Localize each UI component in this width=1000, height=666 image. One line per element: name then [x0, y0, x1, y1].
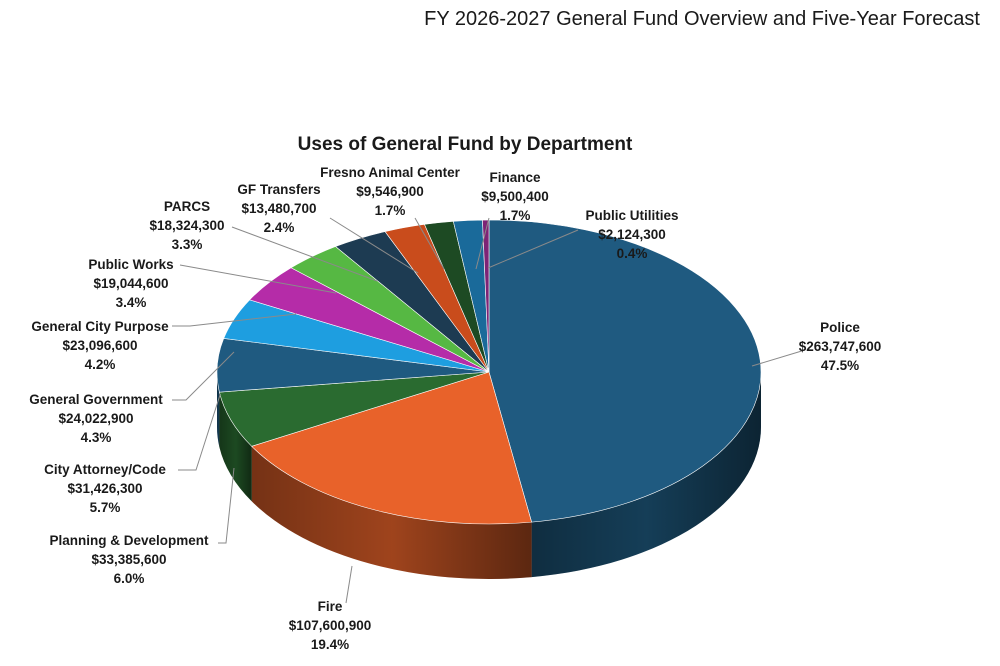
- slice-label: Planning & Development: [49, 533, 209, 548]
- leader-line-7: [231, 226, 378, 282]
- leader-line-5: [172, 313, 297, 327]
- slice-percent: 1.7%: [500, 208, 531, 223]
- slice-percent: 4.2%: [85, 357, 116, 372]
- slice-percent: 47.5%: [821, 358, 859, 373]
- slice-label: Finance: [489, 170, 541, 185]
- slice-percent: 5.7%: [90, 500, 121, 515]
- leader-line-9: [414, 217, 445, 270]
- pie-sides: [217, 372, 761, 579]
- leader-line-1: [345, 565, 353, 604]
- slice-label: Police: [820, 320, 860, 335]
- slice-amount: $9,546,900: [356, 184, 424, 199]
- slice-amount: $263,747,600: [799, 339, 882, 354]
- slice-percent: 2.4%: [264, 220, 295, 235]
- slice-label: General Government: [29, 392, 163, 407]
- slice-amount: $13,480,700: [241, 201, 316, 216]
- leader-line-8: [329, 217, 419, 274]
- leader-line-4: [172, 351, 235, 401]
- slice-percent: 1.7%: [375, 203, 406, 218]
- slice-label: PARCS: [164, 199, 210, 214]
- leader-line-3: [178, 394, 221, 471]
- slice-amount: $23,096,600: [62, 338, 137, 353]
- slice-percent: 3.4%: [116, 295, 147, 310]
- leader-line-11: [487, 229, 579, 269]
- slice-label: Fire: [318, 599, 343, 614]
- slice-percent: 19.4%: [311, 637, 349, 652]
- slice-amount: $19,044,600: [93, 276, 168, 291]
- slice-fire: [251, 371, 532, 525]
- leader-line-6: [179, 264, 337, 294]
- slice-label: General City Purpose: [31, 319, 169, 334]
- slice-percent: 6.0%: [114, 571, 145, 586]
- pie-top: [216, 219, 762, 525]
- slice-percent: 3.3%: [172, 237, 203, 252]
- slice-police: [488, 219, 762, 523]
- slice-side-shade-1: [251, 446, 532, 579]
- slice-label: Fresno Animal Center: [320, 165, 461, 180]
- slice-percent: 0.4%: [617, 246, 648, 261]
- leader-line-0: [751, 349, 806, 367]
- leader-lines: [172, 217, 806, 604]
- slice-side-shade-2: [219, 392, 252, 502]
- slice-amount: $33,385,600: [91, 552, 166, 567]
- slice-amount: $31,426,300: [67, 481, 142, 496]
- slice-percent: 4.3%: [81, 430, 112, 445]
- slice-amount: $107,600,900: [289, 618, 372, 633]
- chart-title: Uses of General Fund by Department: [298, 134, 633, 155]
- leader-line-10: [475, 217, 490, 270]
- slice-label: City Attorney/Code: [44, 462, 166, 477]
- slice-amount: $2,124,300: [598, 227, 666, 242]
- slice-side-shade-0: [531, 372, 761, 578]
- slice-amount: $18,324,300: [149, 218, 224, 233]
- document-header: FY 2026-2027 General Fund Overview and F…: [424, 8, 980, 30]
- slice-label: Public Works: [88, 257, 173, 272]
- slice-amount: $24,022,900: [58, 411, 133, 426]
- leader-line-2: [218, 467, 235, 544]
- slice-labels: Police $263,747,600 47.5% Fire $107,600,900 1…: [29, 165, 881, 652]
- slice-amount: $9,500,400: [481, 189, 549, 204]
- slice-label: GF Transfers: [237, 182, 320, 197]
- slice-label: Public Utilities: [585, 208, 678, 223]
